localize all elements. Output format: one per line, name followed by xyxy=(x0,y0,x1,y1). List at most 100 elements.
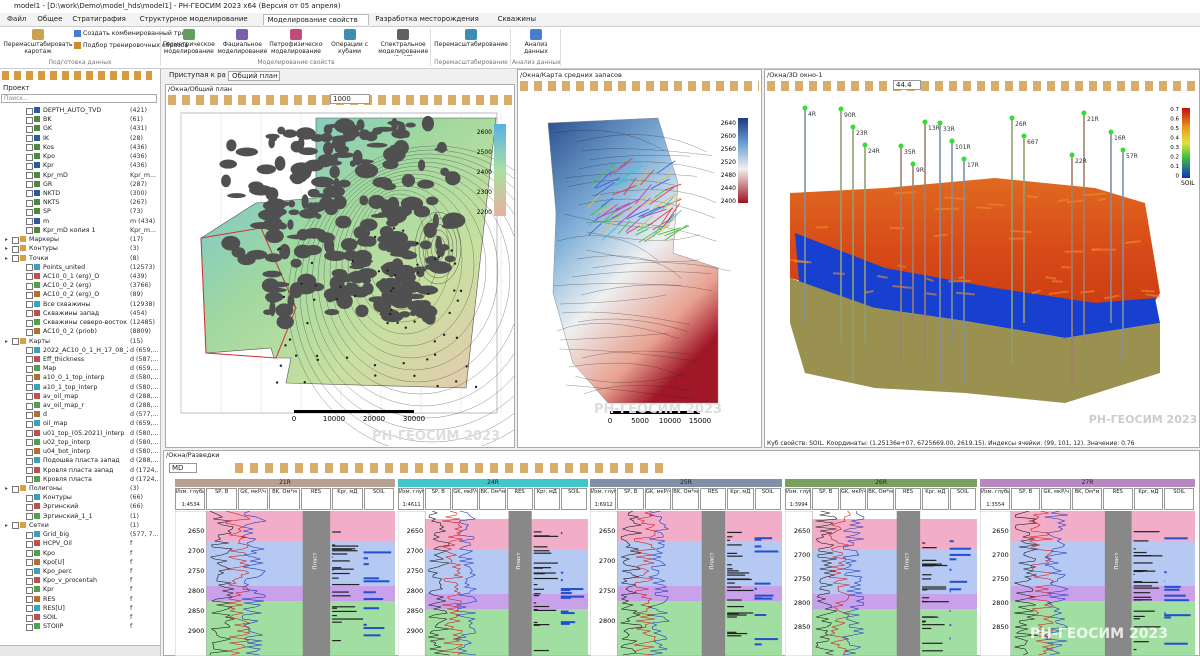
checkbox[interactable] xyxy=(26,430,33,438)
ribbon-button[interactable]: Перемасштабирование xyxy=(434,41,508,48)
tree-item[interactable]: oil_map xyxy=(43,420,68,428)
tree-item[interactable]: Kpr_mD копия 1 xyxy=(43,226,96,234)
tree-item[interactable]: Eff_thickness xyxy=(43,355,85,363)
checkbox[interactable] xyxy=(26,550,33,558)
checkbox[interactable] xyxy=(26,319,33,327)
checkbox[interactable] xyxy=(26,144,33,152)
checkbox[interactable] xyxy=(26,457,33,465)
checkbox[interactable] xyxy=(26,153,33,161)
checkbox[interactable] xyxy=(26,467,33,475)
tree-item[interactable]: Полигоны xyxy=(29,485,62,493)
checkbox[interactable] xyxy=(26,356,33,364)
depth-select[interactable]: MD xyxy=(169,463,197,473)
tree-item[interactable]: Points_united xyxy=(43,263,86,271)
tree-item[interactable]: Kos xyxy=(43,143,54,151)
tree-item[interactable]: Kpo_v_procentah xyxy=(43,577,97,585)
checkbox[interactable] xyxy=(26,568,33,576)
checkbox[interactable] xyxy=(26,623,33,631)
tree-item[interactable]: Контуры xyxy=(43,494,72,502)
checkbox[interactable] xyxy=(26,162,33,170)
checkbox[interactable] xyxy=(26,328,33,336)
tree-item[interactable]: d xyxy=(43,411,47,419)
tree-item[interactable]: NKTD xyxy=(43,189,61,197)
checkbox[interactable] xyxy=(12,522,19,530)
checkbox[interactable] xyxy=(26,135,33,143)
checkbox[interactable] xyxy=(26,227,33,235)
doc-tab[interactable]: Общий план xyxy=(228,71,280,81)
checkbox[interactable] xyxy=(26,107,33,115)
checkbox[interactable] xyxy=(26,448,33,456)
checkbox[interactable] xyxy=(26,347,33,355)
checkbox[interactable] xyxy=(26,596,33,604)
tree-item[interactable]: Контуры xyxy=(29,245,58,253)
tree-item[interactable]: 2022_AC10_0_1_H_17_08_2022 xyxy=(43,346,128,354)
ribbon-button[interactable]: Геометрическое моделирование xyxy=(162,41,215,55)
checkbox[interactable] xyxy=(26,172,33,180)
tree-item[interactable]: DEPTH_AUTO_TVD xyxy=(43,107,102,114)
tree-item[interactable]: Точки xyxy=(29,254,49,262)
ribbon-button[interactable]: Подбор тренировочных образов xyxy=(83,42,189,49)
tree-item[interactable]: av_oil_map xyxy=(43,392,79,400)
checkbox[interactable] xyxy=(26,605,33,613)
ribbon-button[interactable]: Спектральное моделирование (ReST) xyxy=(378,41,429,56)
checkbox[interactable] xyxy=(26,199,33,207)
tree-item[interactable]: Маркеры xyxy=(29,236,59,244)
tree-item[interactable]: Эргинский xyxy=(43,503,79,511)
tree-item[interactable]: AC10_0_1 (erg)_O xyxy=(43,272,100,280)
tree-item[interactable]: STOIIP xyxy=(43,623,64,631)
tree-item[interactable]: av_oil_map_r xyxy=(43,402,84,410)
tree-item[interactable]: Подошва пласта запад xyxy=(43,457,120,465)
checkbox[interactable] xyxy=(26,264,33,272)
checkbox[interactable] xyxy=(26,125,33,133)
checkbox[interactable] xyxy=(12,245,19,253)
checkbox[interactable] xyxy=(26,531,33,539)
tree-item[interactable]: Все скважины xyxy=(43,300,91,308)
checkbox[interactable] xyxy=(26,384,33,392)
tree-item[interactable]: Map xyxy=(43,365,57,373)
checkbox[interactable] xyxy=(26,420,33,428)
checkbox[interactable] xyxy=(26,513,33,521)
menu-tab[interactable]: Разработка месторождения xyxy=(375,15,479,23)
tree-item[interactable]: Скважины запад xyxy=(43,309,100,317)
ribbon-button[interactable]: Перемасштабировать каротаж xyxy=(3,41,73,55)
ribbon-button[interactable]: Операции с кубами xyxy=(331,41,369,55)
tree-item[interactable]: u04_bot_interp xyxy=(43,448,91,456)
tree-item[interactable]: RES[U] xyxy=(43,604,65,612)
tree-item[interactable]: Карты xyxy=(29,337,50,345)
menu-tab[interactable]: Структурное моделирование xyxy=(139,15,248,23)
tree-item[interactable]: Сетки xyxy=(29,521,49,529)
checkbox[interactable] xyxy=(26,190,33,198)
ribbon-button[interactable]: Фациальное моделирование xyxy=(217,41,268,55)
tree-item[interactable]: GK xyxy=(43,125,53,133)
zoom-field[interactable]: 1000 xyxy=(330,94,370,104)
tree-item[interactable]: Kpo_perc xyxy=(43,568,72,575)
tree-item[interactable]: IK xyxy=(43,134,49,142)
checkbox[interactable] xyxy=(26,310,33,318)
tree-item[interactable]: HCPV_Oil xyxy=(43,540,72,548)
tree-item[interactable]: SOIL xyxy=(43,614,58,622)
checkbox[interactable] xyxy=(26,273,33,281)
zoom-field[interactable]: 44.4 xyxy=(893,80,921,90)
checkbox[interactable] xyxy=(26,476,33,484)
checkbox[interactable] xyxy=(26,393,33,401)
checkbox[interactable] xyxy=(26,218,33,226)
tree-item[interactable]: m xyxy=(43,217,50,225)
checkbox[interactable] xyxy=(26,494,33,502)
checkbox[interactable] xyxy=(12,255,19,263)
ribbon-button[interactable]: Анализ данных xyxy=(524,41,548,55)
checkbox[interactable] xyxy=(26,439,33,447)
tree-item[interactable]: NKTS xyxy=(43,199,60,207)
checkbox[interactable] xyxy=(26,559,33,567)
tree-item[interactable]: AC10_0_2 (erg)_O xyxy=(43,291,100,299)
tree-item[interactable]: Kpo[U] xyxy=(43,558,65,566)
tree-item[interactable]: Kpo xyxy=(43,549,55,557)
menu-tab[interactable]: Общее xyxy=(37,15,63,23)
tree-item[interactable]: SP xyxy=(43,208,51,216)
ribbon-button[interactable]: Петрофизическое моделирование xyxy=(269,41,323,55)
tree-item[interactable]: Kpo xyxy=(43,153,55,161)
tree-item[interactable]: Эргинский_1_1 xyxy=(43,512,93,520)
tree-item[interactable]: Скважины северо-восток xyxy=(43,319,128,327)
tree-item[interactable]: u02_top_interp xyxy=(43,438,91,446)
tree-item[interactable]: GR xyxy=(43,180,53,188)
checkbox[interactable] xyxy=(26,291,33,299)
